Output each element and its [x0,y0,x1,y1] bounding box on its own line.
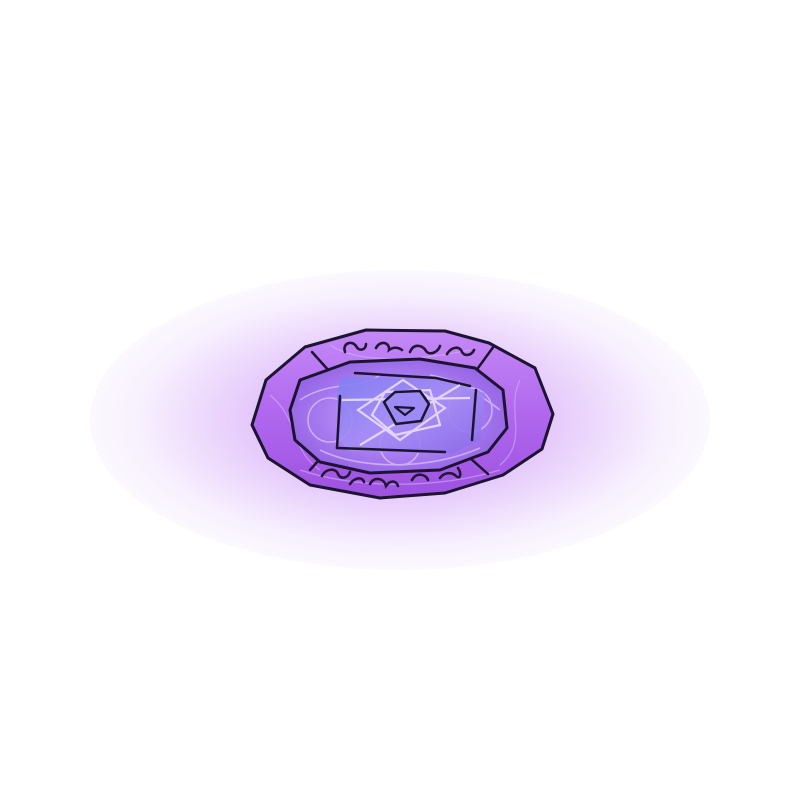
center-panel-frame [335,371,478,454]
rune-glyph [374,341,404,353]
triangle-icon [393,405,416,417]
rune-glyph [438,466,462,480]
rune-glyph [320,468,352,479]
rune-glyph [445,346,476,357]
rune-glyph [348,477,366,486]
rune-glyph [343,341,368,354]
rune-glyph-group-top [343,341,476,357]
light-geometry [341,378,471,446]
rune-glyph-group-bottom [320,466,462,490]
rune-glyph [408,344,442,355]
rune-glyph [410,473,430,482]
rune-glyph [368,477,400,490]
